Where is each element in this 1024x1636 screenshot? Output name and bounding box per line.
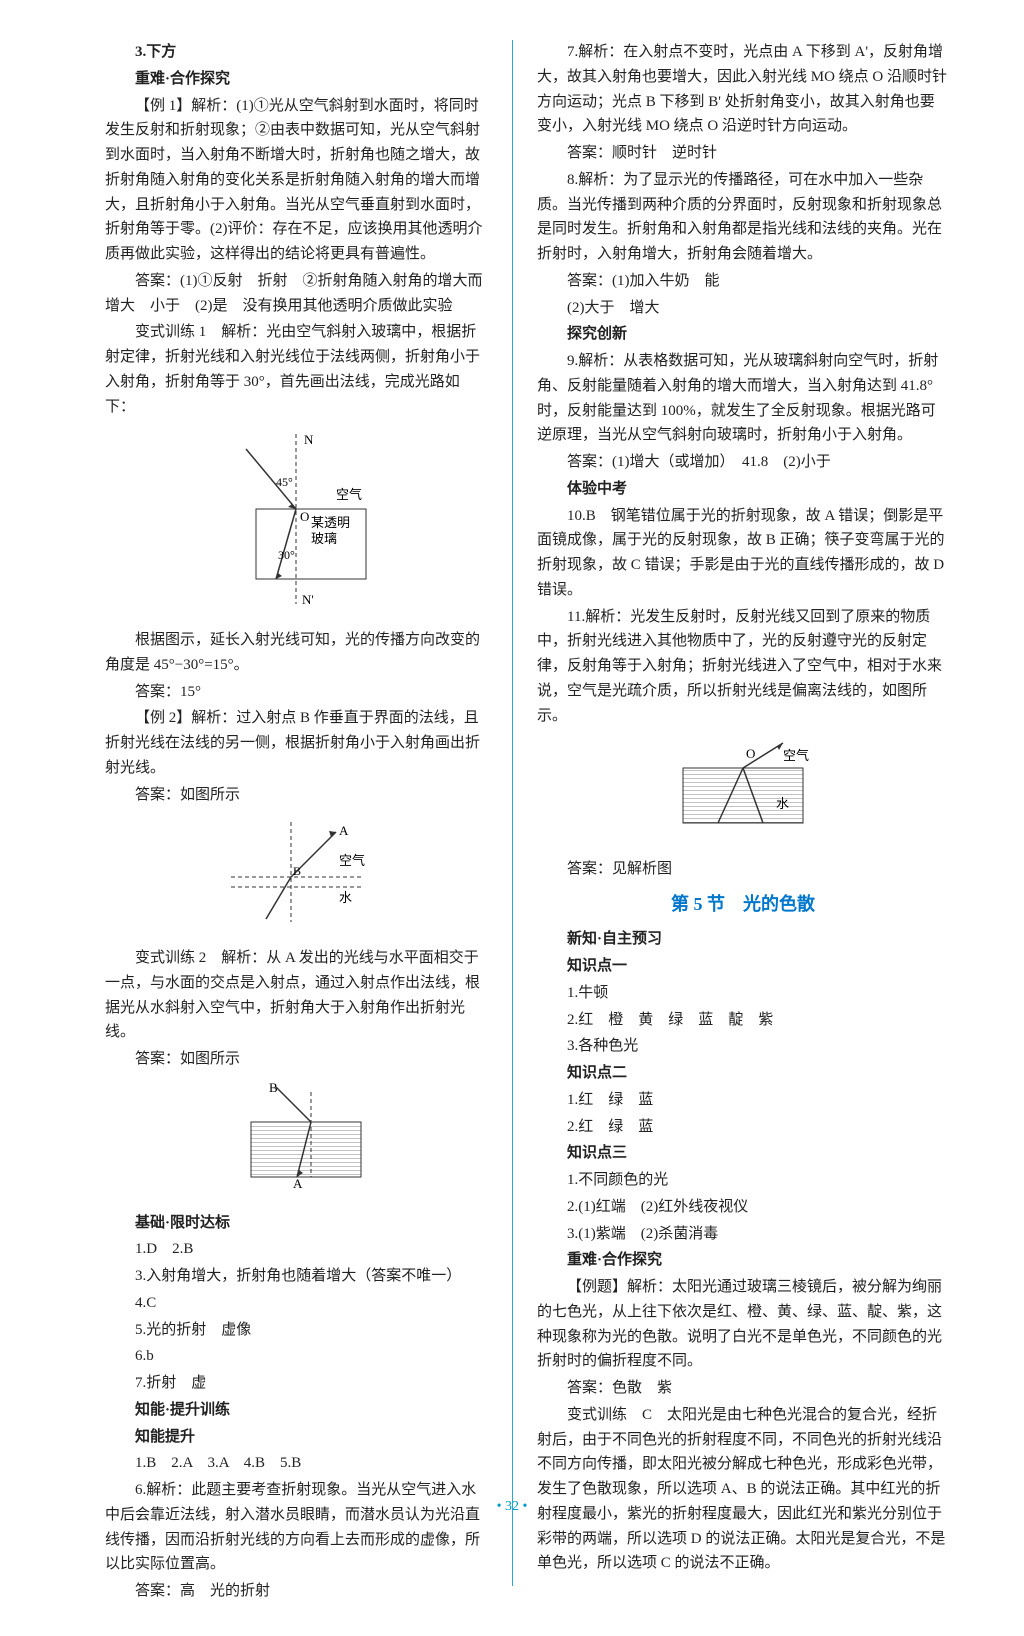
kp2-heading: 知识点二 xyxy=(537,1061,949,1086)
column-divider xyxy=(512,40,513,1586)
q3: 3.入射角增大，折射角也随着增大（答案不唯一） xyxy=(105,1264,487,1289)
heading-exam: 体验中考 xyxy=(537,477,949,502)
heading-cooperative2: 重难·合作探究 xyxy=(537,1248,949,1273)
label-air: 空气 xyxy=(336,487,362,502)
label-air: 空气 xyxy=(339,853,365,868)
q7: 7.折射 虚 xyxy=(105,1371,487,1396)
heading-basic: 基础·限时达标 xyxy=(105,1211,487,1236)
example2-answer: 答案：如图所示 xyxy=(105,783,487,808)
kp1-2: 2.红 橙 黄 绿 蓝 靛 紫 xyxy=(537,1008,949,1033)
kp3-3: 3.(1)紫端 (2)杀菌消毒 xyxy=(537,1222,949,1247)
label-B: B xyxy=(269,1082,278,1095)
label-B: B xyxy=(293,864,301,878)
q8-answer2: (2)大于 增大 xyxy=(537,296,949,321)
q7-analysis: 7.解析：在入射点不变时，光点由 A 下移到 A'，反射角增大，故其入射角也要增… xyxy=(537,40,949,139)
page: 3.下方 重难·合作探究 【例 1】解析：(1)①光从空气斜射到水面时，将同时发… xyxy=(0,0,1024,1636)
label-30: 30° xyxy=(278,548,295,562)
label-glass1: 某透明 xyxy=(311,515,350,530)
variant2-answer: 答案：如图所示 xyxy=(105,1047,487,1072)
section-5-title: 第 5 节 光的色散 xyxy=(537,890,949,920)
dot-icon: • xyxy=(497,1499,502,1514)
answer-15deg: 答案：15° xyxy=(105,680,487,705)
variant2-analysis: 变式训练 2 解析：从 A 发出的光线与水平面相交于一点，与水面的交点是入射点，… xyxy=(105,946,487,1045)
example1-analysis: 【例 1】解析：(1)①光从空气斜射到水面时，将同时发生反射和折射现象；②由表中… xyxy=(105,94,487,267)
label-A: A xyxy=(293,1176,303,1191)
variant1-analysis: 变式训练 1 解析：光由空气斜射入玻璃中，根据折射定律，折射光线和入射光线位于法… xyxy=(105,320,487,419)
heading-cooperative: 重难·合作探究 xyxy=(105,67,487,92)
figure-air-water-1: A 空气 B 水 xyxy=(105,817,487,936)
q6-answer: 答案：高 光的折射 xyxy=(105,1579,487,1604)
q9-answer: 答案：(1)增大（或增加） 41.8 (2)小于 xyxy=(537,450,949,475)
q10: 10.B 钢笔错位属于光的折射现象，故 A 错误；倒影是平面镜成像，属于光的反射… xyxy=(537,504,949,603)
heading-ability: 知能·提升训练 xyxy=(105,1398,487,1423)
page-number: • 32 • xyxy=(0,1495,1024,1518)
kp1-3: 3.各种色光 xyxy=(537,1034,949,1059)
label-N: N xyxy=(304,432,314,447)
q1-5b: 1.B 2.A 3.A 4.B 5.B xyxy=(105,1451,487,1476)
label-water: 水 xyxy=(776,796,789,811)
q7-answer: 答案：顺时针 逆时针 xyxy=(537,141,949,166)
kp2-1: 1.红 绿 蓝 xyxy=(537,1088,949,1113)
q11-analysis: 11.解析：光发生反射时，反射光线又回到了原来的物质中，折射光线进入其他物质中了… xyxy=(537,605,949,729)
label-air: 空气 xyxy=(783,748,809,763)
kp3-2: 2.(1)红端 (2)红外线夜视仪 xyxy=(537,1195,949,1220)
q9-analysis: 9.解析：从表格数据可知，光从玻璃斜射向空气时，折射角、反射能量随着入射角的增大… xyxy=(537,349,949,448)
label-water: 水 xyxy=(339,890,352,905)
example2-analysis: 【例 2】解析：过入射点 B 作垂直于界面的法线，且折射光线在法线的另一侧，根据… xyxy=(105,706,487,780)
right-column: 7.解析：在入射点不变时，光点由 A 下移到 A'，反射角增大，故其入射角也要增… xyxy=(512,40,979,1606)
example-answer: 答案：色散 紫 xyxy=(537,1376,949,1401)
q8-analysis: 8.解析：为了显示光的传播路径，可在水中加入一些杂质。当光传播到两种介质的分界面… xyxy=(537,168,949,267)
subheading-ability: 知能提升 xyxy=(105,1425,487,1450)
label-45: 45° xyxy=(276,475,293,489)
kp1-heading: 知识点一 xyxy=(537,954,949,979)
label-A: A xyxy=(339,823,349,838)
label-O: O xyxy=(300,509,309,524)
q6: 6.b xyxy=(105,1344,487,1369)
kp3-1: 1.不同颜色的光 xyxy=(537,1168,949,1193)
figure-water-air-hatched: O 空气 水 xyxy=(537,738,949,847)
kp1-1: 1.牛顿 xyxy=(537,981,949,1006)
q1-2: 1.D 2.B xyxy=(105,1237,487,1262)
example-analysis: 【例题】解析：太阳光通过玻璃三棱镜后，被分解为绚丽的七色光，从上往下依次是红、橙… xyxy=(537,1275,949,1374)
figure-hatched: B A xyxy=(105,1082,487,1201)
q8-answer1: 答案：(1)加入牛奶 能 xyxy=(537,269,949,294)
kp3-heading: 知识点三 xyxy=(537,1141,949,1166)
dot-icon: • xyxy=(523,1499,528,1514)
left-column: 3.下方 重难·合作探究 【例 1】解析：(1)①光从空气斜射到水面时，将同时发… xyxy=(45,40,512,1606)
label-glass2: 玻璃 xyxy=(311,531,337,546)
variant-c: 变式训练 C 太阳光是由七种色光混合的复合光，经折射后，由于不同色光的折射程度不… xyxy=(537,1403,949,1576)
text-line: 3.下方 xyxy=(105,40,487,65)
heading-explore: 探究创新 xyxy=(537,322,949,347)
q4: 4.C xyxy=(105,1291,487,1316)
page-number-value: 32 xyxy=(505,1499,519,1514)
figure-refraction-box: N N' 45° 空气 某透明 玻璃 30° O xyxy=(105,429,487,618)
q11-answer: 答案：见解析图 xyxy=(537,857,949,882)
heading-preview: 新知·自主预习 xyxy=(537,927,949,952)
kp2-2: 2.红 绿 蓝 xyxy=(537,1115,949,1140)
label-O: O xyxy=(746,746,755,761)
q5: 5.光的折射 虚像 xyxy=(105,1318,487,1343)
text-angle-change: 根据图示，延长入射光线可知，光的传播方向改变的角度是 45°−30°=15°。 xyxy=(105,628,487,678)
example1-answer: 答案：(1)①反射 折射 ②折射角随入射角的增大而增大 小于 (2)是 没有换用… xyxy=(105,269,487,319)
q6-analysis: 6.解析：此题主要考查折射现象。当光从空气进入水中后会靠近法线，射入潜水员眼睛，… xyxy=(105,1478,487,1577)
label-N2: N' xyxy=(302,592,314,607)
